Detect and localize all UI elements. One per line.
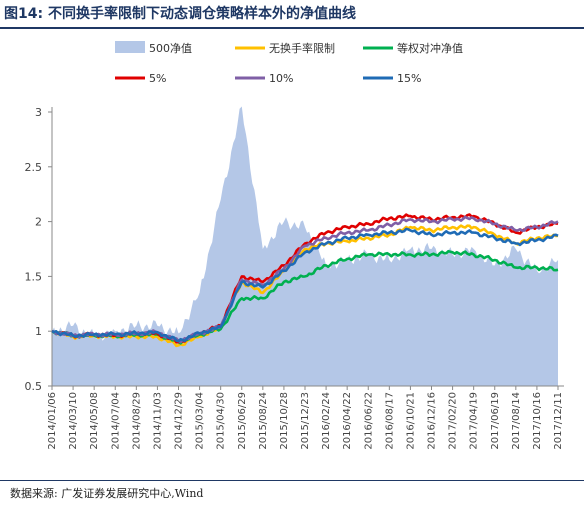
x-tick-label: 2015/06/29 <box>237 392 248 450</box>
source-note: 数据来源: 广发证券发展研究中心,Wind <box>10 487 204 500</box>
legend-label: 10% <box>269 72 293 85</box>
x-tick-label: 2016/10/21 <box>405 392 416 450</box>
chart-title: 图14: 不同换手率限制下动态调仓策略样本外的净值曲线 <box>4 6 356 22</box>
y-tick-label: 1 <box>35 325 42 338</box>
x-tick-label: 2014/01/06 <box>47 392 58 450</box>
legend-label: 等权对冲净值 <box>397 41 463 55</box>
x-tick-label: 2015/12/23 <box>300 392 311 450</box>
x-tick-label: 2017/08/14 <box>511 392 522 450</box>
x-tick-label: 2017/02/20 <box>448 392 459 450</box>
x-tick-label: 2014/12/29 <box>174 392 185 450</box>
legend-label: 无换手率限制 <box>269 41 335 55</box>
legend-label: 15% <box>397 72 421 85</box>
x-tick-label: 2014/08/29 <box>131 392 142 450</box>
x-tick-label: 2016/04/22 <box>342 392 353 450</box>
title-divider <box>0 27 584 29</box>
legend-swatch <box>115 41 145 53</box>
x-tick-label: 2015/08/24 <box>258 392 269 450</box>
y-tick-label: 2 <box>35 216 42 229</box>
x-tick-label: 2014/07/04 <box>110 392 121 450</box>
x-tick-label: 2014/11/03 <box>152 392 163 450</box>
y-tick-label: 2.5 <box>25 161 43 174</box>
chart-canvas: 0.5 1 1.5 2 2.5 3 2014/01/06 2014/03/10 2014/05/… <box>25 41 564 450</box>
legend-label: 5% <box>149 72 166 85</box>
series-line-5 <box>51 227 559 343</box>
x-tick-label: 2017/10/16 <box>532 392 543 450</box>
x-tick-label: 2014/03/10 <box>68 392 79 450</box>
y-tick-label: 0.5 <box>25 380 43 393</box>
x-tick-label: 2016/08/17 <box>384 392 395 450</box>
x-tick-label: 2016/02/24 <box>321 392 332 450</box>
footer-divider <box>0 480 584 481</box>
x-tick-label: 2015/04/30 <box>216 392 227 450</box>
x-tick-label: 2015/03/04 <box>195 392 206 450</box>
series-line-1 <box>51 224 559 348</box>
x-tick-label: 2014/05/08 <box>89 392 100 450</box>
x-tick-label: 2016/12/16 <box>427 392 438 450</box>
x-tick-label: 2016/06/22 <box>363 392 374 450</box>
y-tick-label: 1.5 <box>25 270 43 283</box>
x-tick-label: 2017/06/19 <box>490 392 501 450</box>
legend-label: 500净值 <box>149 41 192 55</box>
y-tick-label: 3 <box>35 106 42 119</box>
x-tick-label: 2017/12/11 <box>553 392 564 450</box>
x-tick-label: 2017/04/19 <box>469 392 480 450</box>
x-tick-label: 2015/10/28 <box>279 392 290 450</box>
